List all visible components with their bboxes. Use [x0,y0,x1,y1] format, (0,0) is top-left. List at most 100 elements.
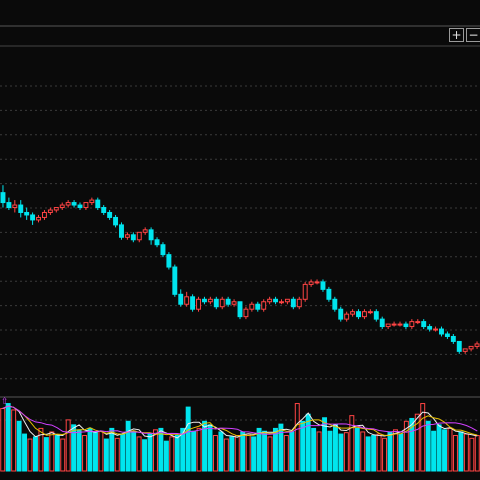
volume-bar [142,439,148,472]
candle-body [225,298,231,305]
candle-body [427,326,433,330]
candle-body [249,303,255,310]
candle-body [41,211,47,218]
volume-bar [109,427,115,472]
candle-body [213,298,219,308]
candle-body [450,335,456,342]
volume-bar [158,427,164,472]
volume-bar [414,413,420,472]
volume-bar [316,431,322,472]
candle-body [462,348,468,352]
volume-bar [354,427,360,472]
volume-bar [174,435,180,472]
volume-bar [387,431,393,472]
volume-bar [398,433,404,472]
volume-bar [245,433,251,472]
volume-bar [305,413,311,472]
candle-body [338,308,344,320]
volume-moving-averages [2,405,478,439]
candle-body [391,323,397,326]
candle-body [89,199,95,204]
candle-body [332,298,338,310]
volume-ma-fast [2,405,478,439]
volume-bar [22,433,28,472]
candle-body [261,301,267,310]
candle-body [6,202,12,209]
candle-body [279,301,284,304]
volume-bar [82,435,88,472]
volume-bar [425,420,431,472]
volume-bar [49,431,55,472]
volume-bar [71,424,77,472]
volume-bar [234,435,240,472]
candle-body [124,234,130,238]
volume-bar [185,406,191,472]
candle-body [344,313,350,320]
candle-body [273,298,279,303]
volume-bar [38,427,44,472]
candle-body [356,311,361,318]
volume-bar [256,427,262,472]
volume-bar [147,433,153,472]
volume-bar [420,403,426,472]
candle-body [136,231,142,241]
candle-body [107,211,113,218]
candle-body [468,345,474,350]
candle-body [243,308,249,318]
candle-body [59,204,65,209]
volume-bar [207,424,213,472]
volume-bars [0,403,480,472]
candle-body [302,283,308,300]
price-grid [0,25,480,421]
volume-bar [16,420,22,472]
volume-ma-slow [2,405,478,435]
zoom-out-button[interactable]: − [466,28,480,42]
volume-bar [114,437,120,472]
candle-body [421,321,427,328]
volume-bar [431,430,437,472]
candle-body [71,202,77,206]
zoom-controls: + − [449,28,480,42]
zoom-in-button[interactable]: + [449,28,464,42]
candle-body [201,298,207,303]
volume-bar [163,440,169,472]
candle-body [415,321,421,324]
volume-bar [180,427,186,472]
candle-body [385,323,391,328]
candle-body [439,328,444,335]
volume-arrow-icon: ⇧ [1,397,9,407]
volume-bar [152,429,158,472]
candle-body [12,204,18,209]
volume-bar [436,424,442,472]
candle-body [0,192,6,204]
volume-bar [392,429,398,472]
candle-body [397,323,403,326]
candle-body [53,207,59,211]
volume-bar [131,430,137,472]
candle-body [18,204,24,213]
volume-bar [278,423,284,472]
candle-body [184,296,190,305]
candle-body [237,301,243,318]
candle-body [36,216,41,221]
candle-body [456,340,462,352]
candle-body [320,281,326,290]
volume-bar [403,420,409,472]
volume-bar [322,417,328,472]
volume-bar [218,431,224,472]
candle-body [65,202,71,206]
candlestick-series [0,185,480,354]
volume-bar [240,431,246,472]
candle-body [444,333,450,337]
volume-bar [442,429,448,472]
volume-bar [338,433,344,472]
volume-bar [349,415,355,472]
volume-bar [202,420,208,472]
candle-body [284,298,290,303]
volume-bar [311,427,317,472]
volume-bar [87,427,93,472]
volume-bar [294,403,300,472]
volume-bar [360,431,366,472]
volume-bar [65,419,71,472]
